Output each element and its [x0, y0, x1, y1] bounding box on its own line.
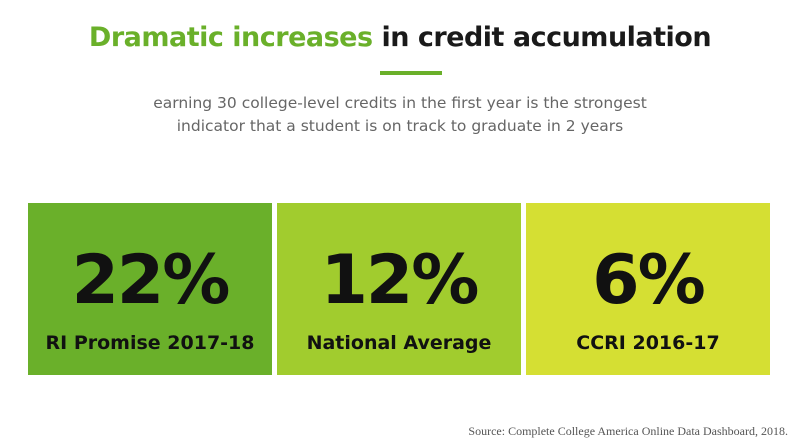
stat-card-ccri: 6% CCRI 2016-17	[526, 203, 770, 375]
stat-value: 6%	[592, 241, 705, 320]
page-title-accent: Dramatic increases	[88, 22, 373, 53]
stat-card-national-average: 12% National Average	[277, 203, 521, 375]
stat-value: 12%	[320, 241, 480, 320]
subtitle: earning 30 college-level credits in the …	[0, 92, 800, 138]
subtitle-line-1: earning 30 college-level credits in the …	[153, 94, 647, 112]
stat-label: National Average	[306, 332, 492, 354]
title-divider	[380, 71, 442, 75]
subtitle-line-2: indicator that a student is on track to …	[176, 117, 624, 135]
page-title: Dramatic increases in credit accumulatio…	[0, 22, 800, 53]
stat-label: RI Promise 2017-18	[45, 332, 255, 354]
stat-card-ri-promise: 22% RI Promise 2017-18	[28, 203, 272, 375]
stat-value: 22%	[71, 241, 231, 320]
source-note: Source: Complete College America Online …	[468, 424, 788, 438]
page-title-rest: in credit accumulation	[372, 22, 712, 53]
stat-label: CCRI 2016-17	[576, 332, 720, 354]
